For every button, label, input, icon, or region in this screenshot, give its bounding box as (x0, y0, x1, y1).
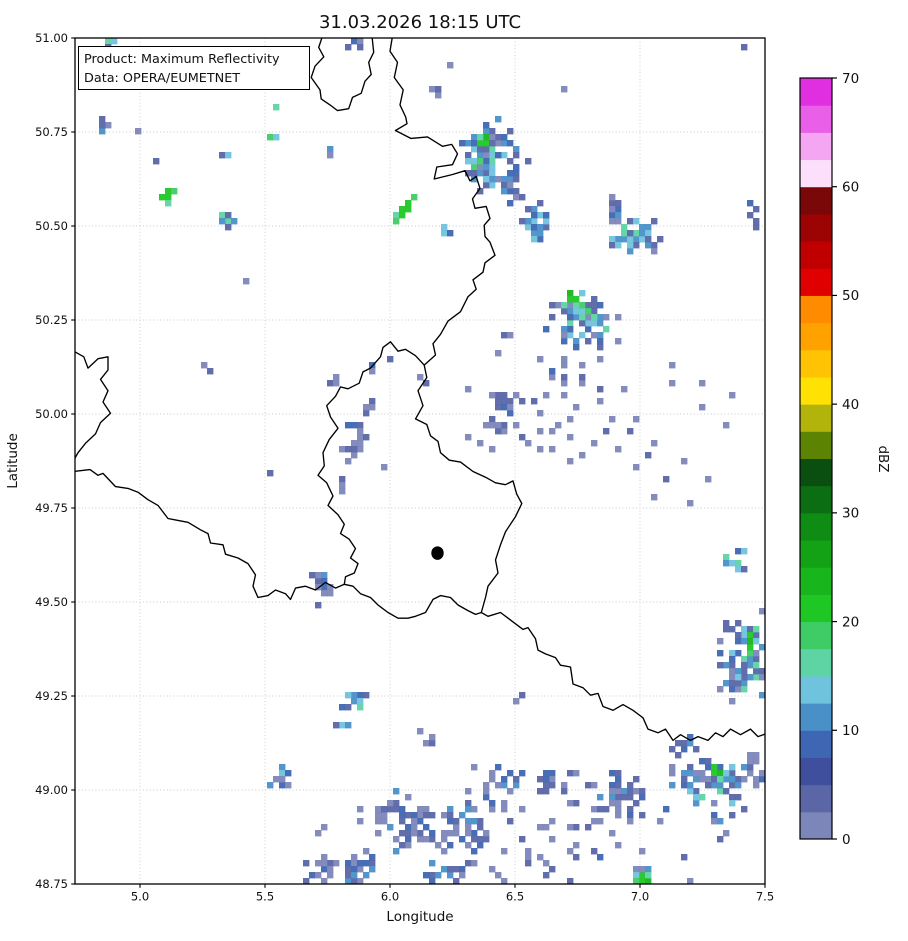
border-path (310, 38, 375, 112)
product-line: Product: Maximum Reflectivity (84, 52, 280, 67)
country-borders (75, 38, 765, 742)
colorbar-tick-label: 60 (842, 180, 859, 196)
colorbar-segment (800, 186, 832, 215)
colorbar-segment (800, 404, 832, 432)
x-axis-label: Longitude (386, 909, 453, 925)
colorbar-segment (800, 159, 832, 188)
colorbar-segment (800, 784, 832, 813)
colorbar-segment (800, 295, 832, 324)
x-tick-label: 6.0 (381, 890, 399, 904)
colorbar-segment (800, 730, 832, 758)
axis-ticks: 5.0 5.5 6.0 6.5 7.0 7.5 51.00 50.75 50.50 50.25 50… (35, 31, 774, 904)
colorbar-segment (800, 621, 832, 650)
colorbar-tick-label: 40 (842, 397, 859, 413)
colorbar-tick-label: 0 (842, 832, 851, 848)
colorbar-label: dBZ (875, 445, 891, 472)
y-tick-label: 49.50 (35, 595, 68, 609)
border-path (389, 38, 765, 742)
colorbar-segment (800, 512, 832, 541)
y-tick-label: 49.00 (35, 783, 68, 797)
x-tick-label: 7.5 (756, 890, 774, 904)
colorbar-segment (800, 458, 832, 487)
colorbar-segment (800, 268, 832, 296)
data-source-line: Data: OPERA/EUMETNET (84, 71, 240, 86)
colorbar-segment (800, 594, 832, 623)
colorbar: 0 10 20 30 40 50 60 70 (800, 71, 859, 848)
product-annotation-box: Product: Maximum Reflectivity Data: OPER… (78, 46, 310, 90)
colorbar-segment (800, 349, 832, 378)
y-tick-label: 50.50 (35, 219, 68, 233)
colorbar-segment (800, 703, 832, 731)
figure-title: 31.03.2026 18:15 UTC (319, 12, 521, 33)
y-tick-label: 49.75 (35, 501, 68, 515)
radar-echo-layer (99, 38, 765, 884)
colorbar-segment (800, 105, 832, 133)
border-path (75, 351, 112, 460)
y-tick-label: 51.00 (35, 31, 68, 45)
colorbar-tick-label: 10 (842, 723, 859, 739)
colorbar-segment (800, 241, 832, 269)
map-gridlines (75, 38, 765, 884)
y-tick-label: 50.00 (35, 407, 68, 421)
colorbar-segment (800, 132, 832, 161)
colorbar-segment (800, 431, 832, 459)
colorbar-outline (799, 77, 833, 840)
colorbar-segment (800, 757, 832, 786)
colorbar-segment (800, 213, 832, 242)
colorbar-segment (800, 675, 832, 704)
x-tick-label: 5.5 (256, 890, 274, 904)
colorbar-tick-label: 20 (842, 614, 859, 630)
colorbar-segment (800, 540, 832, 568)
border-path (75, 468, 345, 601)
x-tick-label: 7.0 (631, 890, 649, 904)
plot-spines (74, 37, 766, 885)
y-tick-label: 48.75 (35, 877, 68, 891)
colorbar-tick-label: 70 (842, 71, 859, 87)
colorbar-segment (800, 376, 832, 405)
station-marker (431, 546, 444, 560)
colorbar-segment (800, 322, 832, 351)
y-axis-label: Latitude (5, 433, 21, 489)
colorbar-tick-label: 30 (842, 506, 859, 522)
x-tick-label: 6.5 (506, 890, 524, 904)
colorbar-segment (800, 648, 832, 677)
y-tick-label: 50.75 (35, 125, 68, 139)
radar-station-dot (431, 546, 444, 560)
border-path (317, 341, 482, 619)
y-tick-label: 50.25 (35, 313, 68, 327)
x-tick-label: 5.0 (131, 890, 149, 904)
colorbar-segment (800, 811, 832, 840)
y-tick-label: 49.25 (35, 689, 68, 703)
colorbar-segment (800, 485, 832, 514)
colorbar-tick-label: 50 (842, 288, 859, 304)
colorbar-segment (800, 78, 832, 106)
colorbar-segment (800, 567, 832, 595)
